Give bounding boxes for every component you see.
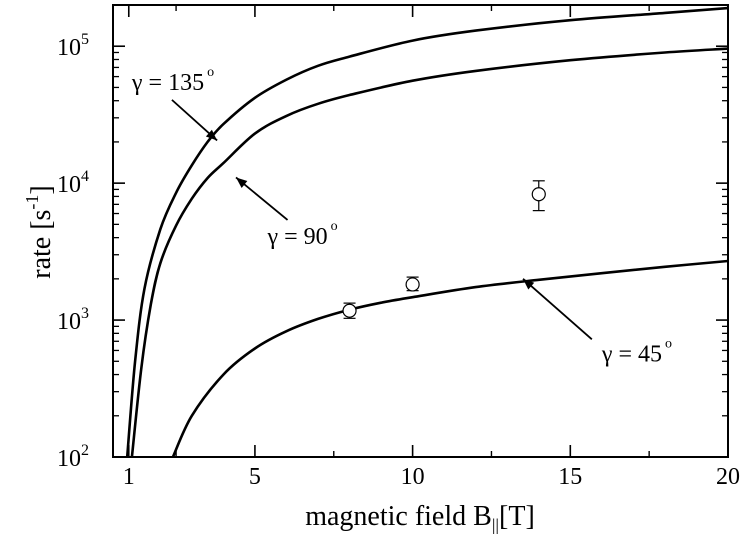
curve-series-2 [130, 47, 728, 457]
data-point [531, 180, 546, 212]
y-tick-label: 102 [57, 442, 89, 472]
annotation-label: γ = 135 o [131, 65, 214, 96]
curve-series-1 [125, 6, 728, 457]
annotation-arrow [235, 176, 289, 221]
annotations-layer: γ = 135 o γ = 90 o γ = 45 o [131, 65, 672, 367]
curve-series-3 [171, 259, 728, 457]
annotation-label: γ = 45 o [601, 336, 672, 367]
y-axis-title: rate [s-1] [22, 185, 57, 279]
annotation-arrow [171, 99, 218, 142]
y-tick-label: 103 [57, 305, 89, 335]
data-point [342, 302, 357, 319]
y-tick-label: 105 [57, 31, 89, 61]
x-tick-label: 1 [123, 464, 135, 490]
y-tick-label: 104 [57, 168, 89, 198]
x-axis-title: magnetic field B||[T] [305, 501, 535, 534]
x-tick-label: 20 [716, 464, 740, 490]
x-tick-label: 5 [249, 464, 261, 490]
data-point [405, 276, 420, 292]
x-tick-label: 10 [401, 464, 425, 490]
annotation-label: γ = 90 o [267, 219, 338, 250]
x-axis-ticks: 1 5 10 15 20 [123, 5, 740, 490]
curves-layer [125, 6, 728, 457]
y-axis-ticks: 102 103 104 105 [57, 4, 728, 472]
x-tick-label: 15 [558, 464, 582, 490]
annotation-arrow [522, 278, 593, 340]
data-points-layer [342, 180, 546, 319]
plot-frame [112, 4, 729, 458]
